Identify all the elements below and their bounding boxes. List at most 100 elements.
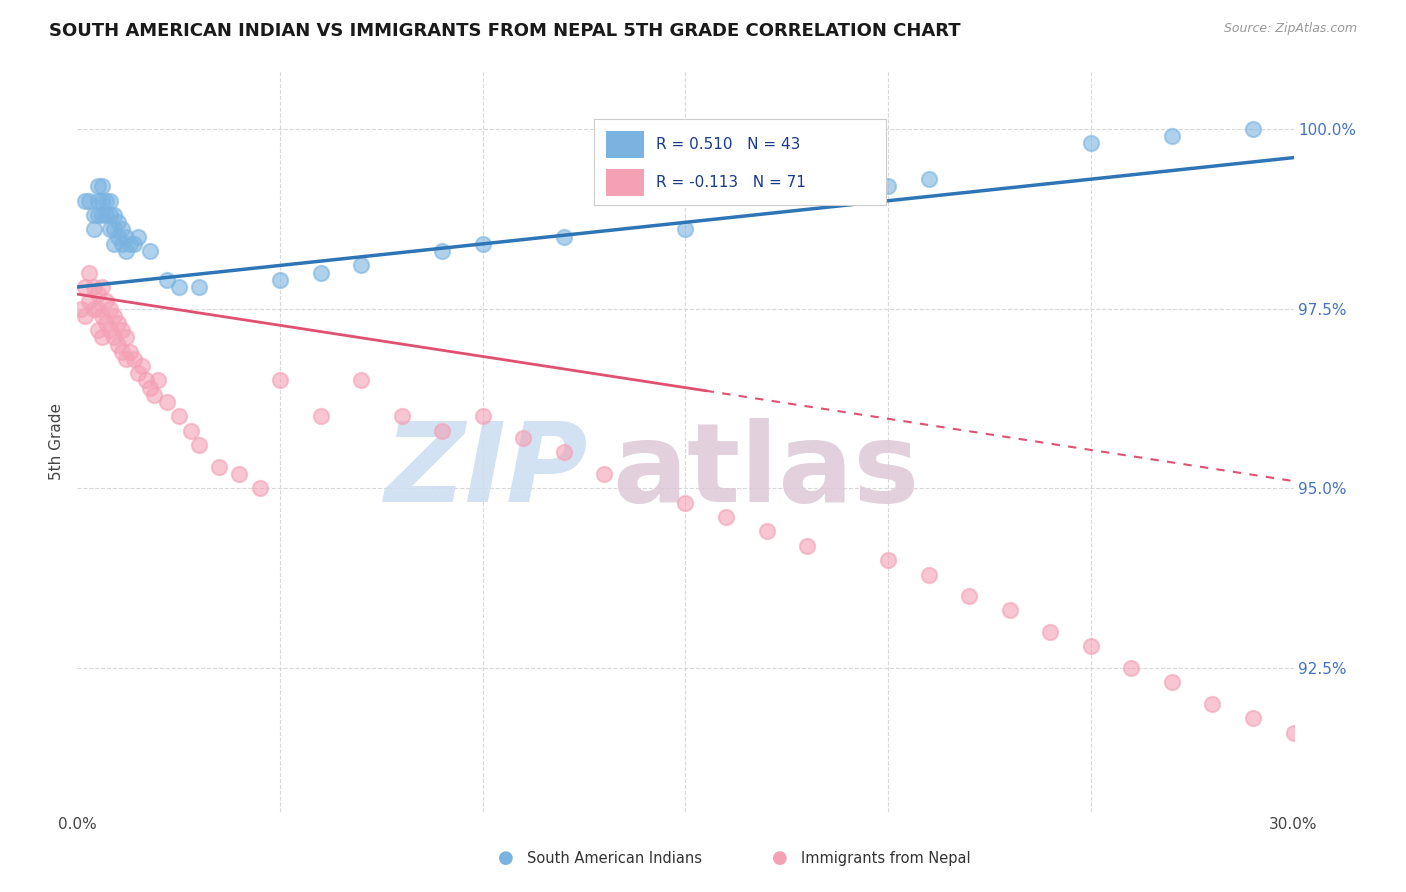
Point <box>107 316 129 330</box>
Point <box>350 374 373 388</box>
Point <box>148 374 170 388</box>
Point <box>1121 661 1143 675</box>
Point <box>98 222 121 236</box>
Point <box>432 424 454 438</box>
Point <box>98 323 121 337</box>
Point <box>79 194 101 208</box>
Text: ZIP: ZIP <box>385 417 588 524</box>
Point <box>1039 625 1062 640</box>
Point <box>143 388 166 402</box>
Point <box>103 330 125 344</box>
Point <box>90 309 112 323</box>
Point <box>675 495 697 509</box>
Point <box>107 229 129 244</box>
Point <box>180 424 202 438</box>
Text: R = 0.510   N = 43: R = 0.510 N = 43 <box>655 136 800 152</box>
Point <box>167 409 190 424</box>
Point <box>188 280 211 294</box>
Point <box>1364 769 1386 783</box>
Point <box>553 229 575 244</box>
Text: ●: ● <box>498 849 515 867</box>
Point <box>131 359 153 373</box>
Point <box>918 172 941 186</box>
Point <box>432 244 454 258</box>
Point <box>86 179 108 194</box>
Point <box>115 229 138 244</box>
Point <box>107 337 129 351</box>
Point <box>90 194 112 208</box>
Point <box>139 381 162 395</box>
Point <box>79 266 101 280</box>
Point <box>86 301 108 316</box>
Point <box>553 445 575 459</box>
Point <box>249 481 271 495</box>
Point <box>188 438 211 452</box>
Point <box>75 309 97 323</box>
Point <box>94 208 117 222</box>
Point <box>103 222 125 236</box>
Point <box>1405 783 1406 797</box>
Point <box>593 467 616 481</box>
Point <box>1201 697 1223 711</box>
Point <box>75 194 97 208</box>
Point <box>90 208 112 222</box>
Point <box>86 323 108 337</box>
Point <box>111 236 134 251</box>
Point <box>139 244 162 258</box>
Point <box>122 236 145 251</box>
Point <box>796 539 818 553</box>
Point <box>90 280 112 294</box>
Point <box>83 280 105 294</box>
Point <box>1080 640 1102 654</box>
Point <box>83 301 105 316</box>
Text: Immigrants from Nepal: Immigrants from Nepal <box>801 851 972 865</box>
Point <box>155 273 177 287</box>
Point <box>155 395 177 409</box>
Point <box>94 294 117 309</box>
Point <box>309 409 332 424</box>
Point <box>70 301 93 316</box>
Bar <box>606 169 644 196</box>
Text: atlas: atlas <box>613 417 920 524</box>
Point <box>512 431 534 445</box>
Point <box>755 524 778 539</box>
Bar <box>606 130 644 158</box>
Point <box>350 259 373 273</box>
Point <box>98 194 121 208</box>
Text: R = -0.113   N = 71: R = -0.113 N = 71 <box>655 175 806 190</box>
Point <box>391 409 413 424</box>
Point <box>75 280 97 294</box>
Point <box>135 374 157 388</box>
Point <box>111 222 134 236</box>
Text: Source: ZipAtlas.com: Source: ZipAtlas.com <box>1223 22 1357 36</box>
Point <box>98 301 121 316</box>
Point <box>998 603 1021 617</box>
Point <box>107 215 129 229</box>
Text: SOUTH AMERICAN INDIAN VS IMMIGRANTS FROM NEPAL 5TH GRADE CORRELATION CHART: SOUTH AMERICAN INDIAN VS IMMIGRANTS FROM… <box>49 22 960 40</box>
Point <box>269 273 291 287</box>
Point <box>471 236 494 251</box>
Point <box>1241 121 1264 136</box>
Point <box>98 208 121 222</box>
Point <box>714 510 737 524</box>
Point <box>957 589 980 603</box>
Point <box>127 229 149 244</box>
Point <box>83 208 105 222</box>
Point <box>127 366 149 380</box>
Point <box>1241 711 1264 725</box>
Point <box>103 309 125 323</box>
Point <box>1282 725 1305 739</box>
Point <box>115 244 138 258</box>
Point <box>1161 129 1184 144</box>
Point <box>115 330 138 344</box>
Point <box>1323 747 1346 762</box>
Point <box>103 236 125 251</box>
Point <box>1161 675 1184 690</box>
Point <box>111 344 134 359</box>
Point <box>79 294 101 309</box>
Point <box>877 553 900 567</box>
Point <box>309 266 332 280</box>
Point <box>208 459 231 474</box>
Point <box>167 280 190 294</box>
Point <box>115 351 138 366</box>
